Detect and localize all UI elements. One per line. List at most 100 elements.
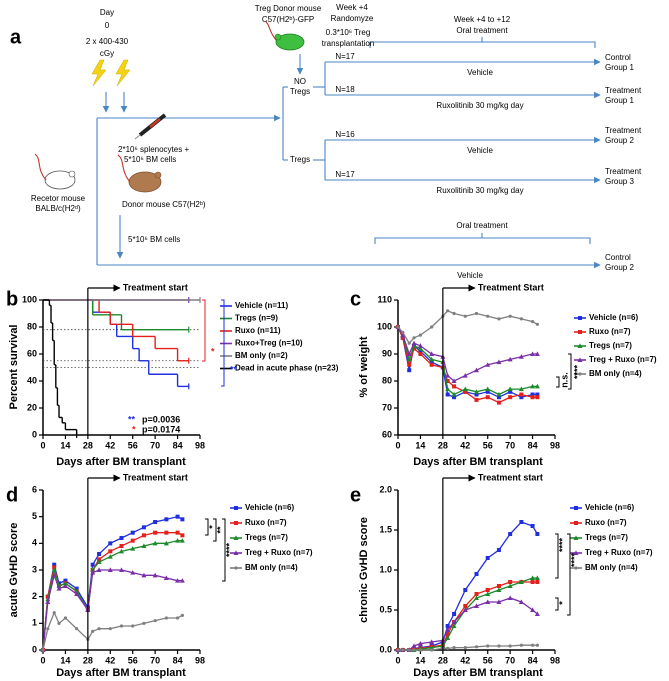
label: BALB/c(H2ᵈ) — [35, 204, 81, 213]
marker — [463, 588, 468, 592]
chart-panel: b 0 20 40 60 80 100 0 14 28 42 56 70 84 98 Days after B… — [6, 282, 339, 468]
marker — [142, 621, 146, 625]
x-tick-label: 98 — [550, 440, 560, 450]
marker — [234, 566, 238, 570]
y-tick-label: 20 — [27, 402, 37, 412]
stat-bracket — [202, 299, 206, 362]
x-tick-label: 56 — [128, 440, 138, 450]
marker — [233, 550, 239, 555]
syringe-needle — [134, 134, 141, 140]
marker — [401, 648, 405, 652]
marker — [474, 367, 479, 373]
marker — [486, 314, 490, 318]
marker — [56, 586, 62, 591]
marker — [417, 346, 423, 351]
treatment-start-label: Treatment start — [478, 472, 543, 482]
y-tick-label: 3 — [32, 564, 37, 574]
marker — [411, 643, 417, 648]
annotation: * — [132, 424, 136, 434]
label: 0.3*10⁶ Treg — [326, 28, 371, 37]
label: N=17 — [335, 170, 355, 179]
marker — [497, 644, 501, 648]
label: NO — [294, 77, 306, 86]
treatment-start-label: Treatment start — [123, 282, 188, 292]
label: Group 2 — [605, 263, 634, 272]
series-line — [42, 540, 183, 651]
legend-label: Vehicle (n=6) — [585, 503, 634, 512]
marker — [407, 368, 412, 373]
y-tick-label: 0 — [32, 644, 37, 654]
label: N=16 — [335, 130, 355, 139]
marker — [418, 349, 423, 354]
marker — [518, 599, 524, 604]
marker — [486, 644, 490, 648]
legend-label: Vehicle (n=6) — [589, 313, 638, 322]
marker — [108, 549, 113, 554]
stat-bracket — [213, 518, 217, 542]
marker — [474, 603, 479, 608]
marker — [508, 389, 513, 394]
marker — [175, 530, 180, 535]
marker — [530, 395, 535, 400]
marker — [507, 356, 513, 362]
series-line — [397, 326, 538, 404]
marker — [519, 392, 524, 397]
panel-letter: b — [6, 288, 18, 310]
y-tick-label: 90 — [382, 348, 392, 358]
marker — [180, 517, 185, 522]
marker — [97, 552, 102, 556]
series-line — [397, 326, 538, 398]
marker — [164, 616, 168, 620]
x-tick-label: 0 — [40, 655, 45, 665]
marker — [451, 623, 457, 628]
x-tick-label: 84 — [173, 655, 183, 665]
marker — [445, 379, 450, 383]
marker — [175, 538, 181, 543]
marker — [485, 395, 490, 400]
label: Tregs — [290, 155, 310, 164]
label: Ruxolitinib 30 mg/kg day — [436, 101, 523, 110]
label: Group 1 — [605, 96, 634, 105]
marker — [497, 317, 501, 321]
marker — [578, 316, 582, 320]
marker — [578, 372, 582, 376]
panel-letter: d — [6, 484, 18, 506]
label: Vehicle — [467, 68, 493, 77]
legend-label: BM only (n=4) — [585, 563, 638, 572]
x-tick-label: 56 — [128, 655, 138, 665]
stat-bracket — [221, 299, 225, 387]
x-tick-label: 0 — [395, 440, 400, 450]
marker — [474, 311, 479, 316]
marker — [90, 562, 95, 567]
label: Week +4 — [336, 3, 368, 12]
marker — [474, 572, 479, 576]
marker — [445, 627, 451, 632]
marker — [141, 525, 146, 530]
marker — [130, 570, 136, 575]
marker — [141, 533, 146, 538]
x-tick-label: 56 — [483, 440, 493, 450]
marker — [518, 354, 524, 359]
marker — [485, 599, 491, 604]
marker — [163, 540, 169, 546]
label: N=18 — [335, 85, 355, 94]
marker — [180, 533, 185, 538]
x-axis-label: Days after BM transplant — [56, 667, 186, 679]
marker — [119, 624, 124, 628]
marker — [577, 357, 583, 362]
y-tick-label: 2.0 — [379, 484, 392, 494]
x-axis-label: Days after BM transplant — [56, 456, 186, 468]
marker — [530, 351, 536, 356]
marker — [107, 567, 113, 572]
marker — [90, 567, 96, 572]
marker — [534, 611, 540, 616]
marker — [496, 359, 502, 365]
panel-letter: a — [10, 26, 22, 48]
x-tick-label: 14 — [415, 655, 425, 665]
marker — [75, 627, 79, 631]
x-tick-label: 84 — [528, 440, 538, 450]
stat-bracket — [568, 353, 572, 390]
marker — [418, 333, 423, 337]
marker — [74, 588, 80, 594]
marker — [175, 616, 180, 620]
